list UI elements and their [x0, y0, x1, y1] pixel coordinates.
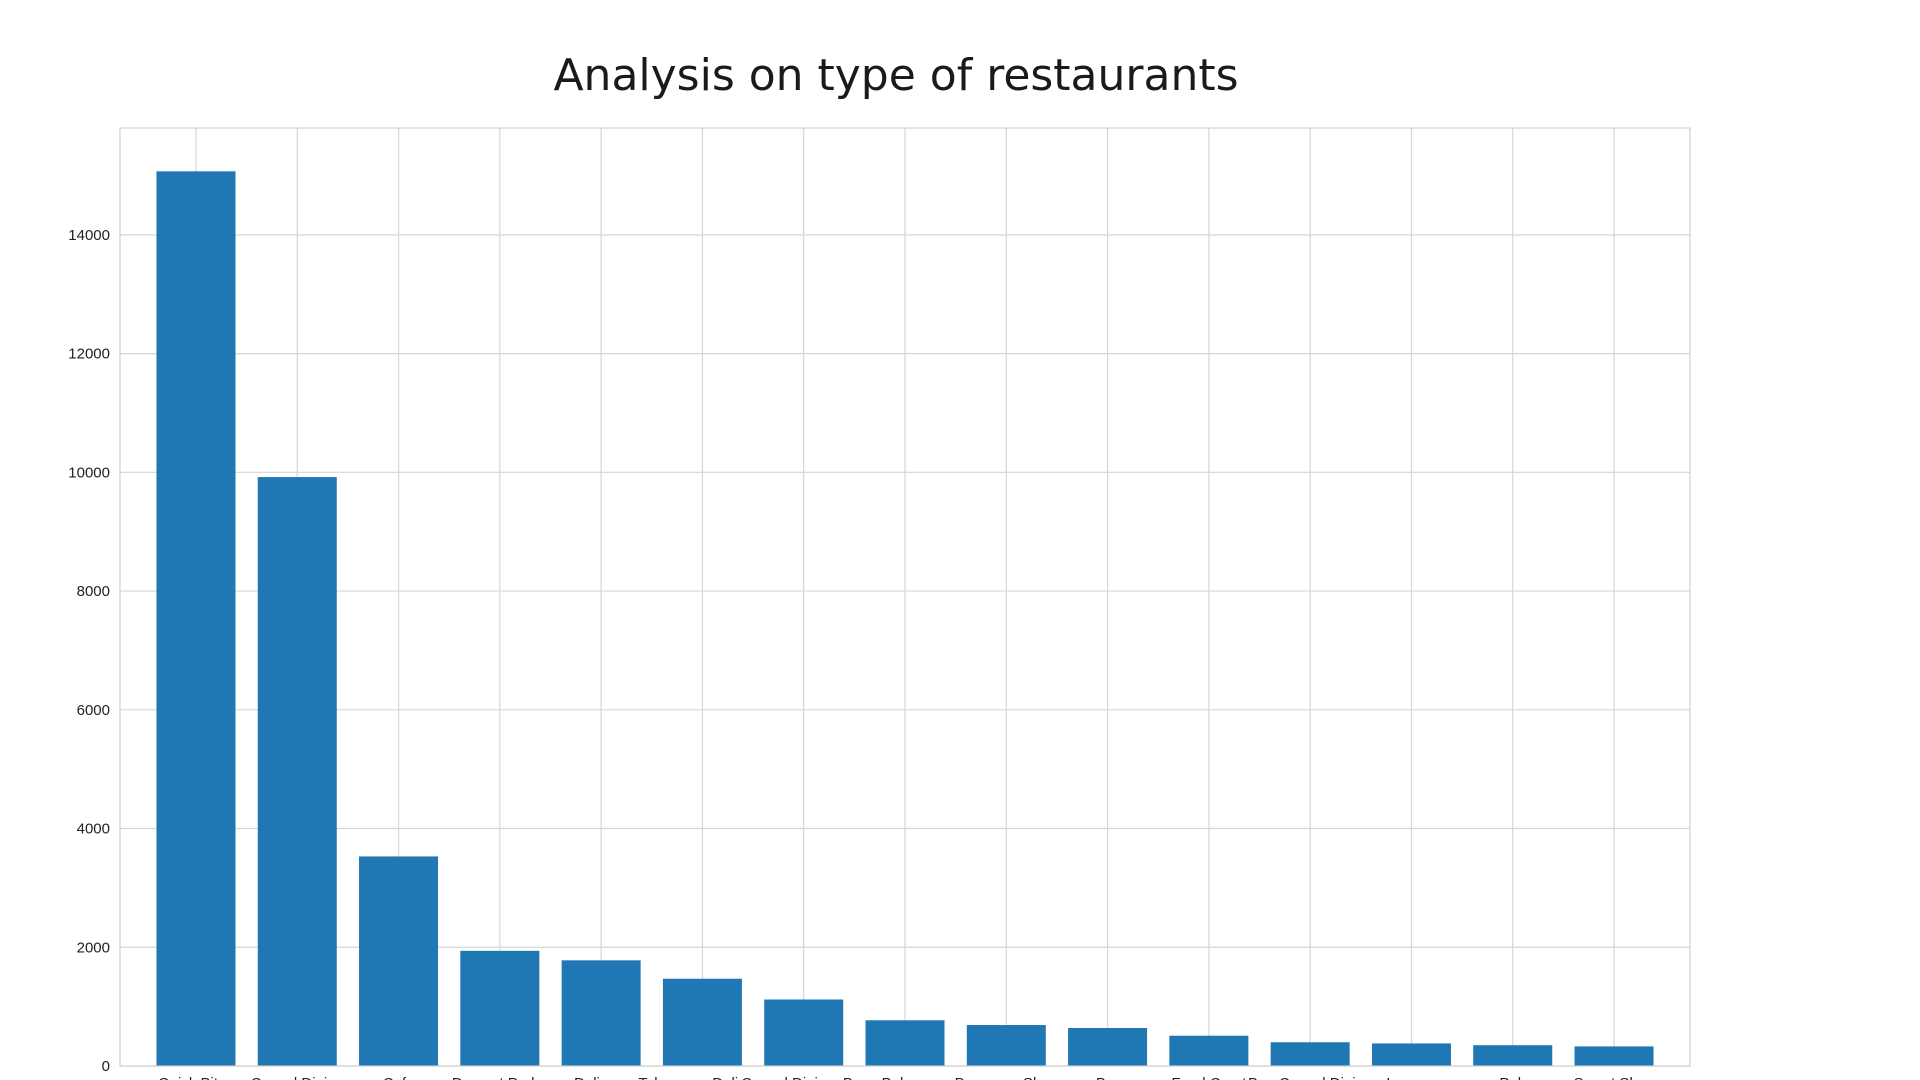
bar [1068, 1028, 1148, 1066]
y-axis-ticks: 0 2000 4000 6000 8000 10000 12000 14000 [68, 227, 110, 1075]
bar [257, 477, 337, 1066]
bar [865, 1020, 945, 1066]
bar [1169, 1035, 1249, 1066]
x-tick-label: Pub [1499, 1075, 1526, 1080]
x-tick-label: Takeaway, Delivery [638, 1075, 767, 1080]
bar [156, 171, 236, 1066]
x-tick-label: Lounge [1386, 1075, 1436, 1080]
x-tick-label: Food Court [1171, 1075, 1247, 1080]
bar [1574, 1046, 1654, 1066]
bar-layer [156, 171, 1654, 1066]
bar [764, 999, 844, 1066]
plot-frame [119, 127, 1691, 1067]
x-tick-label: Cafe [383, 1075, 415, 1080]
x-tick-label: Dessert Parlor [452, 1075, 548, 1080]
bar [1371, 1043, 1451, 1066]
x-tick-label: Beverage Shop [955, 1075, 1058, 1080]
grid-layer [120, 128, 1690, 1067]
x-tick-label: Bar [1096, 1075, 1119, 1080]
x-axis-ticks: Quick Bites Casual Dining Cafe Dessert Parl… [158, 1075, 1654, 1080]
bar [966, 1025, 1046, 1066]
x-tick-label: Bakery [882, 1075, 929, 1080]
bar [662, 978, 742, 1066]
bar [561, 960, 641, 1066]
chart-title: Analysis on type of restaurants [553, 50, 1238, 101]
y-tick-label: 12000 [68, 346, 110, 363]
bar [460, 950, 540, 1066]
bar [359, 856, 439, 1066]
x-tick-label: Quick Bites [158, 1075, 234, 1080]
y-tick-label: 0 [102, 1058, 110, 1075]
y-tick-label: 8000 [77, 583, 110, 600]
x-tick-label: Casual Dining, Bar [741, 1075, 866, 1080]
bar [1473, 1045, 1553, 1066]
x-tick-label: Delivery [574, 1075, 629, 1080]
y-tick-label: 4000 [77, 821, 110, 838]
x-tick-label: Sweet Shop [1574, 1075, 1655, 1080]
y-tick-label: 2000 [77, 939, 110, 956]
x-tick-label: Bar, Casual Dining [1248, 1075, 1372, 1080]
y-tick-label: 14000 [68, 227, 110, 244]
y-tick-label: 10000 [68, 464, 110, 481]
x-tick-label: Casual Dining [251, 1075, 344, 1080]
y-tick-label: 6000 [77, 702, 110, 719]
bar [1270, 1042, 1350, 1066]
